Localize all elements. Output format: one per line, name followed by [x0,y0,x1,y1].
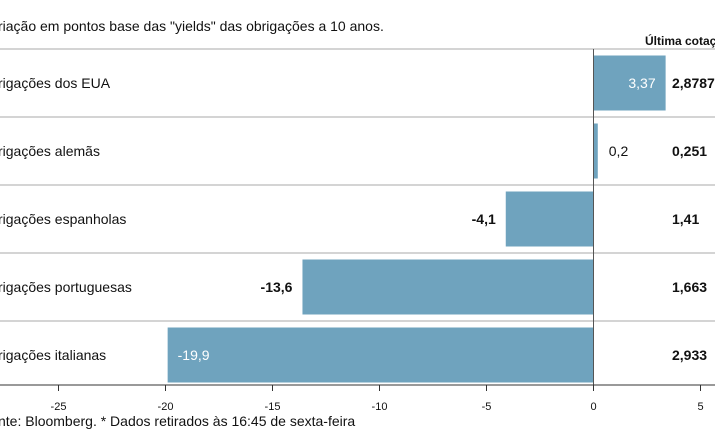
bar [505,191,594,247]
x-tick-label: -15 [265,401,281,413]
bar-row: rigações italianas -19,9 2,933 [0,327,707,383]
bar [593,123,598,179]
source-note: nte: Bloomberg. * Dados retirados às 16:… [0,413,355,429]
bar [302,259,594,315]
quote-value: 2,933 [672,347,707,363]
category-label: rigações alemãs [0,143,100,159]
bar [593,55,666,111]
value-label: 0,2 [609,143,629,159]
x-tick-label: -10 [372,401,388,413]
category-label: rigações dos EUA [0,75,111,91]
value-label: -4,1 [472,211,496,227]
bar-row: rigações dos EUA 3,37 2,8787 [0,55,715,118]
x-axis: -25 -20 -15 -10 -5 0 5 [51,385,704,413]
chart-subtitle: riação em pontos base das "yields" das o… [0,18,384,34]
quote-value: 0,251 [672,143,707,159]
x-tick-label: -20 [158,401,174,413]
bar-row: rigações portuguesas -13,6 1,663 [0,259,715,322]
rows: rigações dos EUA 3,37 2,8787 rigações alemã… [0,48,715,383]
bar-row: rigações espanholas -4,1 1,41 [0,191,715,254]
x-tick-label: -5 [482,401,492,413]
x-tick-label: 5 [697,401,703,413]
category-label: rigações portuguesas [0,279,132,295]
bar [167,327,594,383]
value-label: -13,6 [261,279,293,295]
value-label: 3,37 [628,75,655,91]
x-tick-label: -25 [51,401,67,413]
value-label: -19,9 [178,347,210,363]
bar-row: rigações alemãs 0,2 0,251 [0,123,715,186]
quote-column-header: Última cotaç [645,33,715,48]
category-label: rigações italianas [0,347,106,363]
quote-value: 1,41 [672,211,699,227]
category-label: rigações espanholas [0,211,126,227]
x-tick-label: 0 [590,401,596,413]
quote-value: 1,663 [672,279,707,295]
quote-value: 2,8787 [672,75,715,91]
